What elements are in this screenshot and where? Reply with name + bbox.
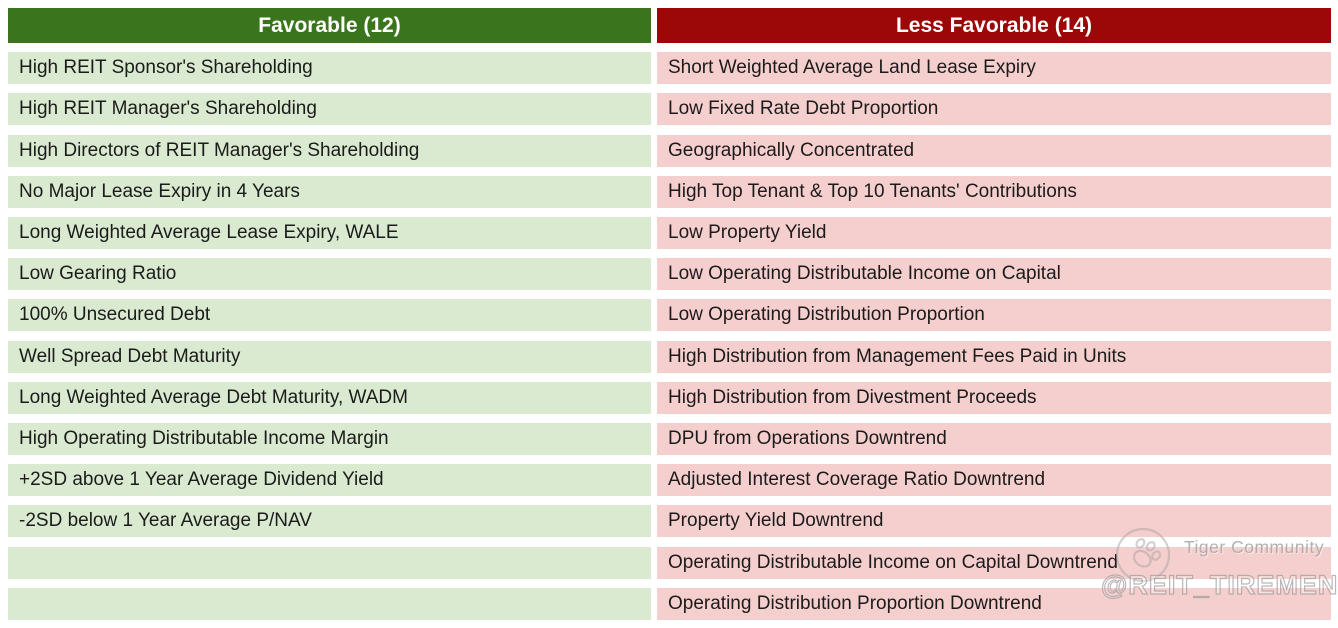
favorable-row: Well Spread Debt Maturity (8, 340, 651, 373)
favorable-row-empty (8, 587, 651, 620)
less-favorable-row: Property Yield Downtrend (657, 505, 1331, 538)
favorable-row: High Directors of REIT Manager's Shareho… (8, 134, 651, 167)
favorable-row: High REIT Manager's Shareholding (8, 93, 651, 126)
less-favorable-row: Short Weighted Average Land Lease Expiry (657, 52, 1331, 85)
favorable-row: High REIT Sponsor's Shareholding (8, 52, 651, 85)
less-favorable-row: Operating Distribution Proportion Downtr… (657, 587, 1331, 620)
favorable-header: Favorable (12) (8, 8, 651, 43)
comparison-table: Favorable (12) High REIT Sponsor's Share… (8, 8, 1331, 620)
less-favorable-row: High Distribution from Divestment Procee… (657, 381, 1331, 414)
favorable-row-empty (8, 546, 651, 579)
less-favorable-row: Low Operating Distributable Income on Ca… (657, 258, 1331, 291)
favorable-row: Long Weighted Average Lease Expiry, WALE (8, 217, 651, 250)
favorable-row: Low Gearing Ratio (8, 258, 651, 291)
less-favorable-row: Geographically Concentrated (657, 134, 1331, 167)
less-favorable-row: High Top Tenant & Top 10 Tenants' Contri… (657, 175, 1331, 208)
favorable-row: High Operating Distributable Income Marg… (8, 423, 651, 456)
favorable-row: +2SD above 1 Year Average Dividend Yield (8, 464, 651, 497)
less-favorable-row: High Distribution from Management Fees P… (657, 340, 1331, 373)
less-favorable-row: Low Operating Distribution Proportion (657, 299, 1331, 332)
favorable-column: Favorable (12) High REIT Sponsor's Share… (8, 8, 651, 620)
less-favorable-column: Less Favorable (14) Short Weighted Avera… (657, 8, 1331, 620)
favorable-row: No Major Lease Expiry in 4 Years (8, 175, 651, 208)
favorable-row: Long Weighted Average Debt Maturity, WAD… (8, 381, 651, 414)
less-favorable-row: Operating Distributable Income on Capita… (657, 546, 1331, 579)
less-favorable-row: Adjusted Interest Coverage Ratio Downtre… (657, 464, 1331, 497)
less-favorable-row: Low Fixed Rate Debt Proportion (657, 93, 1331, 126)
favorable-row: 100% Unsecured Debt (8, 299, 651, 332)
favorable-row: -2SD below 1 Year Average P/NAV (8, 505, 651, 538)
less-favorable-header: Less Favorable (14) (657, 8, 1331, 43)
less-favorable-row: Low Property Yield (657, 217, 1331, 250)
less-favorable-row: DPU from Operations Downtrend (657, 423, 1331, 456)
